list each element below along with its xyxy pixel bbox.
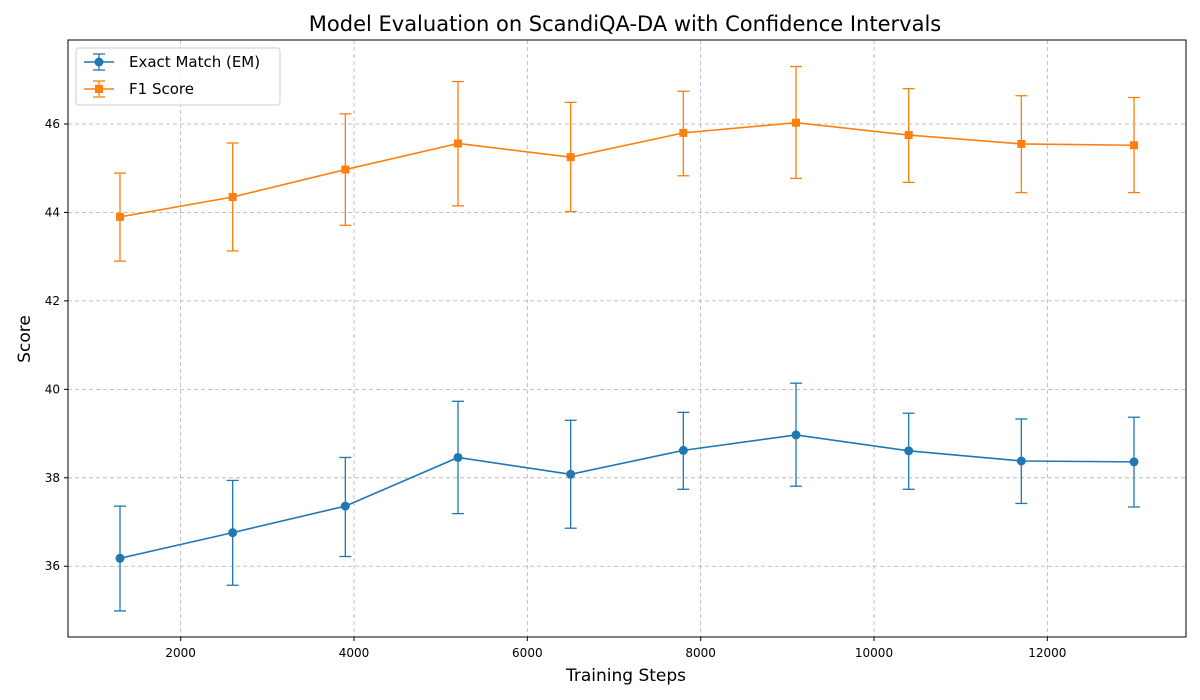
data-point bbox=[904, 131, 913, 140]
data-point bbox=[792, 118, 800, 127]
y-axis-label: Score bbox=[15, 315, 35, 363]
data-point bbox=[340, 501, 350, 511]
data-point bbox=[566, 469, 576, 479]
grid bbox=[68, 40, 1186, 637]
legend-item-0: Exact Match (EM) bbox=[84, 53, 260, 71]
x-tick-label: 4000 bbox=[339, 646, 370, 660]
data-point bbox=[1016, 456, 1026, 466]
data-point bbox=[679, 128, 688, 137]
x-tick-label: 10000 bbox=[855, 646, 893, 660]
series-0 bbox=[114, 382, 1140, 612]
series-1 bbox=[114, 65, 1140, 262]
data-point bbox=[1129, 457, 1139, 467]
data-point bbox=[678, 445, 688, 455]
y-tick-label: 38 bbox=[45, 471, 60, 485]
x-axis-label: Training Steps bbox=[565, 666, 686, 686]
data-point bbox=[454, 139, 462, 148]
chart-title: Model Evaluation on ScandiQA-DA with Con… bbox=[309, 12, 941, 36]
data-point bbox=[228, 192, 237, 201]
legend: Exact Match (EM) F1 Score bbox=[75, 47, 281, 106]
legend-label: Exact Match (EM) bbox=[129, 53, 260, 71]
y-tick-label: 40 bbox=[45, 382, 60, 396]
data-point bbox=[791, 430, 801, 440]
legend-item-1: F1 Score bbox=[84, 80, 194, 98]
y-tick-label: 36 bbox=[45, 559, 60, 573]
series-line bbox=[119, 434, 1135, 560]
series-line bbox=[119, 121, 1135, 218]
data-point bbox=[1017, 139, 1026, 148]
plot-frame bbox=[67, 39, 1187, 638]
legend-label: F1 Score bbox=[129, 80, 194, 98]
data-point bbox=[453, 452, 463, 462]
y-tick-label: 44 bbox=[45, 205, 60, 219]
axes-ticks: 2000 4000 6000 8000 10000 12000 36 38 40 42 44 46 bbox=[45, 117, 1067, 660]
x-tick-label: 2000 bbox=[165, 646, 196, 660]
plot-area bbox=[114, 65, 1140, 612]
x-tick-label: 6000 bbox=[512, 646, 543, 660]
data-point bbox=[228, 528, 238, 538]
y-tick-label: 46 bbox=[45, 117, 60, 131]
legend-marker bbox=[95, 85, 103, 93]
data-point bbox=[904, 446, 914, 456]
data-point bbox=[115, 553, 125, 563]
data-point bbox=[566, 153, 575, 162]
data-point bbox=[116, 212, 124, 221]
legend-marker bbox=[94, 57, 104, 67]
x-tick-label: 12000 bbox=[1028, 646, 1066, 660]
data-point bbox=[341, 165, 350, 174]
legend-box bbox=[75, 47, 281, 106]
y-tick-label: 42 bbox=[45, 294, 60, 308]
data-point bbox=[1130, 141, 1138, 150]
x-tick-label: 8000 bbox=[685, 646, 716, 660]
